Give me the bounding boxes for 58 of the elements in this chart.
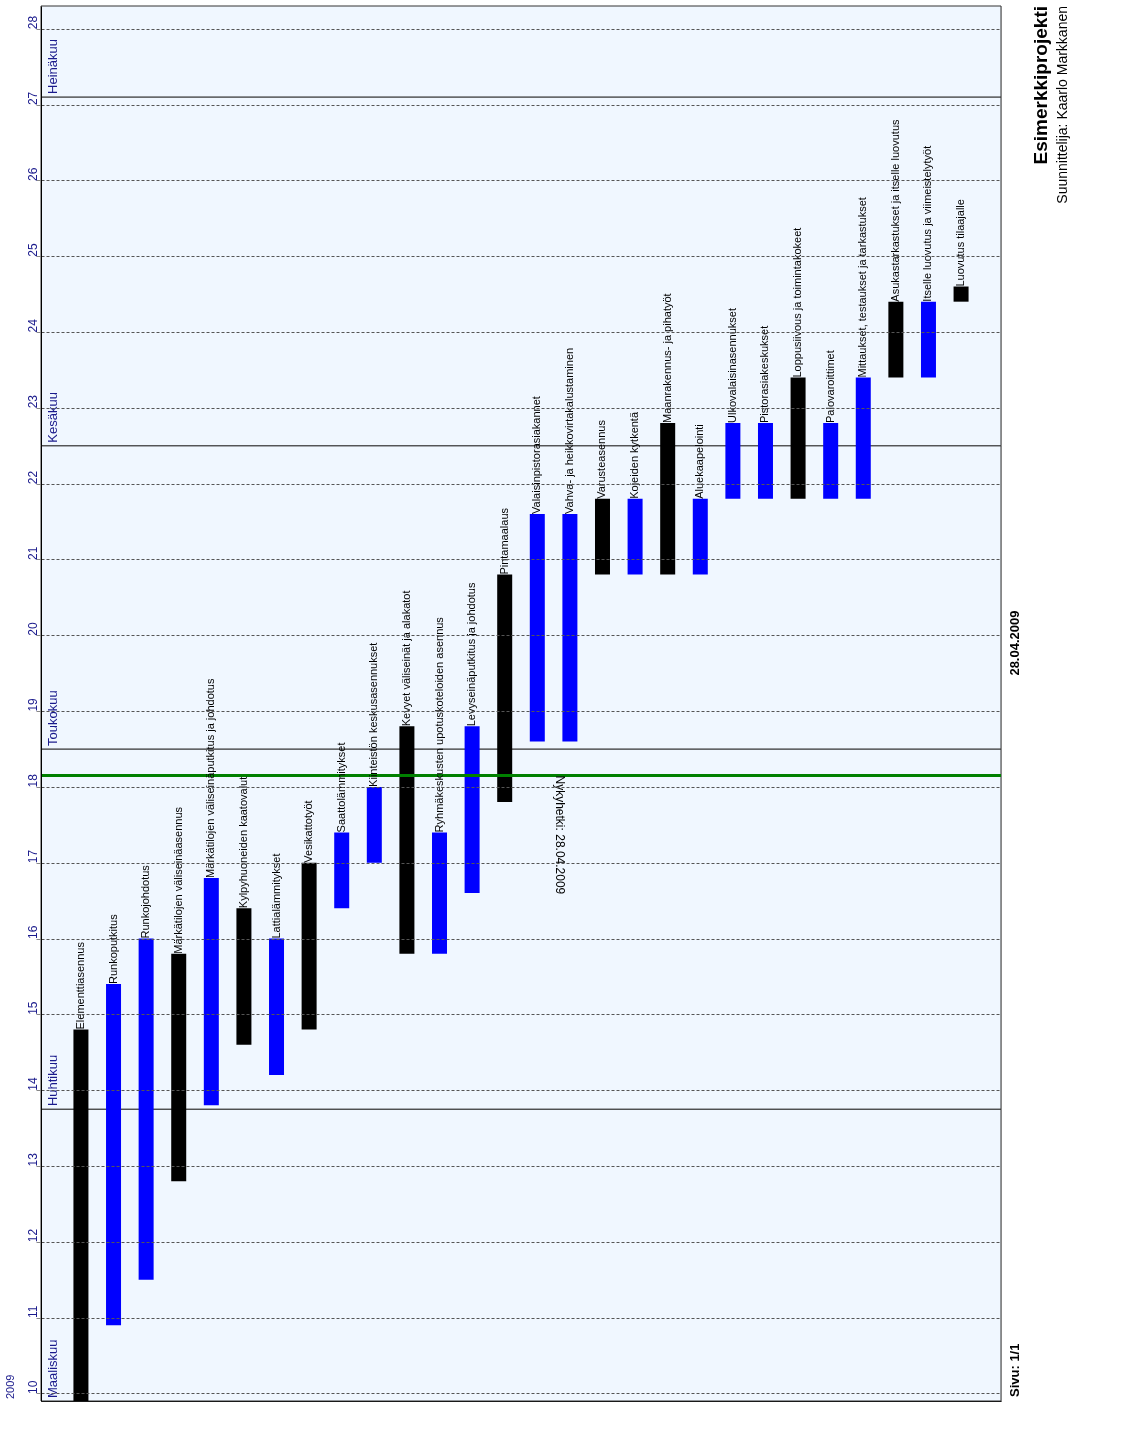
text: Esimerkkiprojekti bbox=[1030, 6, 1051, 165]
x-tick-label: Pistorasiakeskukset bbox=[758, 325, 771, 423]
y-tick-label: 21 bbox=[25, 546, 40, 560]
y-tick-label: 17 bbox=[25, 849, 40, 864]
x-tick-label: Pintamaalaus bbox=[497, 507, 510, 575]
text: 28.04.2009 bbox=[1007, 610, 1022, 676]
y-tick-label: 16 bbox=[25, 925, 40, 940]
x-tick-label: Ryhmäkeskusten upotuskoteloiden asennus bbox=[432, 616, 445, 833]
x-tick-label: Vahva- ja heikkovirtakalustaminen bbox=[562, 347, 575, 514]
y-tick-label: 24 bbox=[25, 318, 40, 333]
x-tick-label: Vesikattotyöt bbox=[302, 800, 315, 863]
x-tick-label: Palovaroittimet bbox=[823, 350, 836, 423]
band-label: Toukokuu bbox=[45, 690, 60, 746]
x-tick-label: Märkätilojen väliseinäasennus bbox=[171, 806, 184, 954]
x-tick-label: Maanrakennus- ja pihatyöt bbox=[660, 293, 673, 423]
y-tick-label: 20 bbox=[25, 622, 40, 636]
x-tick-label: Itselle luovutus ja viimeistelytyöt bbox=[921, 145, 934, 302]
x-tick-label: Valaisinpistorasiakannet bbox=[530, 396, 543, 514]
band-label: Heinäkuu bbox=[45, 39, 60, 94]
y-tick-label: 14 bbox=[25, 1076, 40, 1091]
ref-line-label: Nykyhetki: 28.04.2009 bbox=[553, 775, 567, 895]
x-tick-label: Elementtiasennus bbox=[73, 941, 86, 1030]
x-tick-label: Varusteasennus bbox=[595, 419, 608, 499]
y-tick-label: 25 bbox=[25, 243, 40, 257]
x-tick-label: Ulkovalaisinasennukset bbox=[725, 308, 738, 423]
x-tick-label: Kevyet väliseinät ja alakatot bbox=[399, 590, 412, 727]
text: Sivu: 1/1 bbox=[1007, 1343, 1022, 1397]
x-tick-label: Loppusiivous ja toimintakokeet bbox=[791, 227, 804, 378]
y-tick-label: 10 bbox=[25, 1380, 40, 1394]
x-tick-label: Asukastarkastukset ja itselle luovutus bbox=[888, 118, 901, 302]
y-tick-label: 22 bbox=[25, 470, 40, 485]
x-tick-label: Märkätilojen väliseinäputkitus ja johdotus bbox=[204, 678, 217, 878]
text: 2009 bbox=[4, 1374, 16, 1399]
x-tick-label: Kojeiden kytkentä bbox=[628, 411, 641, 499]
y-tick-label: 18 bbox=[25, 773, 40, 788]
band-label: Huhtikuu bbox=[45, 1054, 60, 1107]
y-tick-label: 27 bbox=[25, 91, 40, 106]
y-tick-label: 26 bbox=[25, 167, 40, 181]
x-tick-label: Runkojohdotus bbox=[139, 864, 152, 939]
x-tick-label: Saattolämmitykset bbox=[334, 742, 347, 833]
x-tick-label: Kiinteistön keskusasennukset bbox=[367, 642, 380, 787]
band-label: Maaliskuu bbox=[45, 1339, 60, 1398]
y-tick-label: 11 bbox=[25, 1305, 40, 1319]
y-tick-label: 19 bbox=[25, 697, 40, 712]
x-tick-label: Lattialämmitykset bbox=[269, 853, 282, 939]
x-tick-label: Levyseinäputkitus ja johdotus bbox=[465, 582, 478, 727]
band-label: Kesäkuu bbox=[45, 392, 60, 443]
x-tick-label: Aluekaapelointi bbox=[693, 424, 706, 499]
text: Suunnittelija: Kaarlo Markkanen bbox=[1054, 6, 1070, 204]
y-tick-label: 15 bbox=[25, 1001, 40, 1015]
x-tick-label: Luovutus tilaajalle bbox=[954, 199, 967, 287]
x-tick-label: Mittaukset, testaukset ja tarkastukset bbox=[856, 197, 869, 378]
x-tick-label: Runkoputkitus bbox=[106, 913, 119, 985]
y-tick-label: 23 bbox=[25, 394, 40, 409]
y-tick-label: 13 bbox=[25, 1152, 40, 1167]
x-tick-label: Kylpyhuoneiden kaatovalut bbox=[236, 776, 249, 909]
y-tick-label: 12 bbox=[25, 1228, 40, 1243]
y-tick-label: 28 bbox=[25, 15, 40, 30]
